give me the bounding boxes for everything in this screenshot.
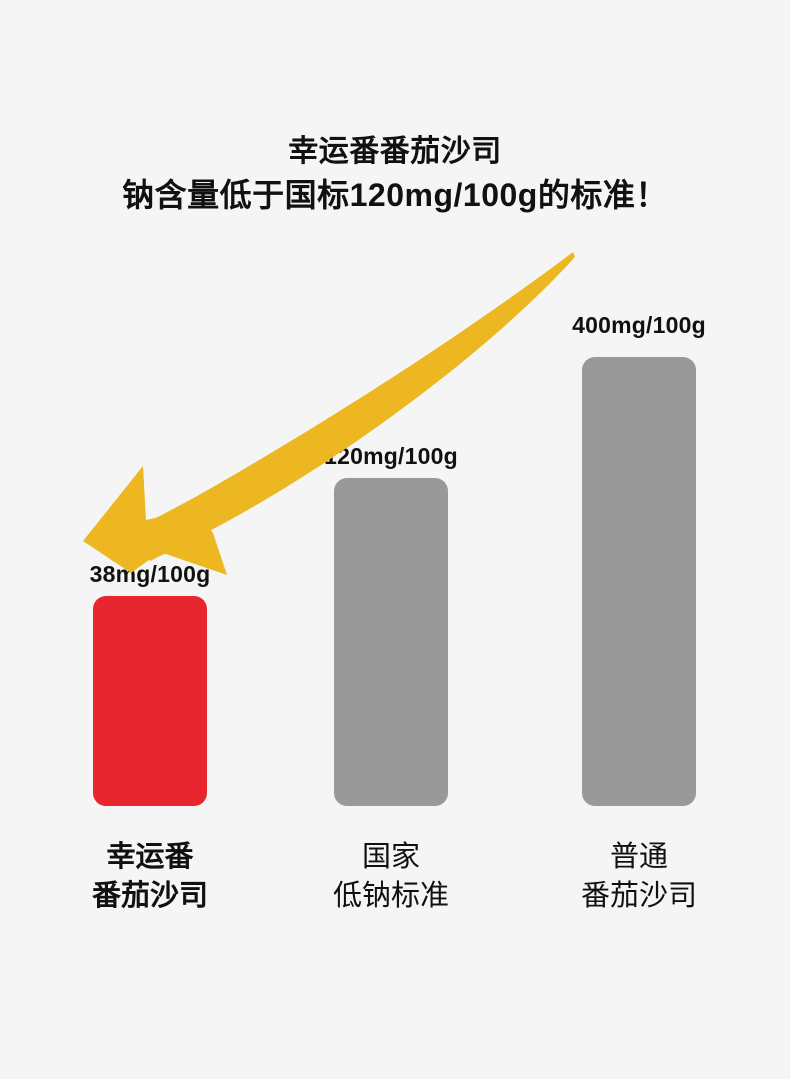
bar-caption-lucky-line2: 番茄沙司 <box>91 879 208 912</box>
bar-caption-national-standard: 国家 低钠标准 <box>266 838 516 916</box>
bar-caption-national-standard-line1: 国家 <box>361 841 420 873</box>
bar-value-label-national-standard: 120mg/100g <box>324 443 458 469</box>
bar-regular <box>582 357 696 806</box>
bar-caption-regular-line2: 番茄沙司 <box>580 879 697 912</box>
bar-caption-lucky: 幸运番 番茄沙司 <box>25 838 275 916</box>
page-title: 幸运番番茄沙司 钠含量低于国标120mg/100g的标准！ <box>0 132 790 217</box>
bar-caption-regular: 普通 番茄沙司 <box>514 838 764 916</box>
headline-line-1: 幸运番番茄沙司 <box>288 135 502 168</box>
bar-caption-lucky-line1: 幸运番 <box>106 841 194 873</box>
bar-value-label-lucky: 38mg/100g <box>89 561 211 587</box>
bar-value-label-regular: 400mg/100g <box>572 312 706 338</box>
bar-caption-regular-line1: 普通 <box>609 841 668 873</box>
bar-lucky <box>93 596 207 806</box>
bar-caption-national-standard-line2: 低钠标准 <box>332 879 449 912</box>
headline-line-2: 钠含量低于国标120mg/100g的标准！ <box>122 177 668 213</box>
bar-national-standard <box>334 478 448 806</box>
